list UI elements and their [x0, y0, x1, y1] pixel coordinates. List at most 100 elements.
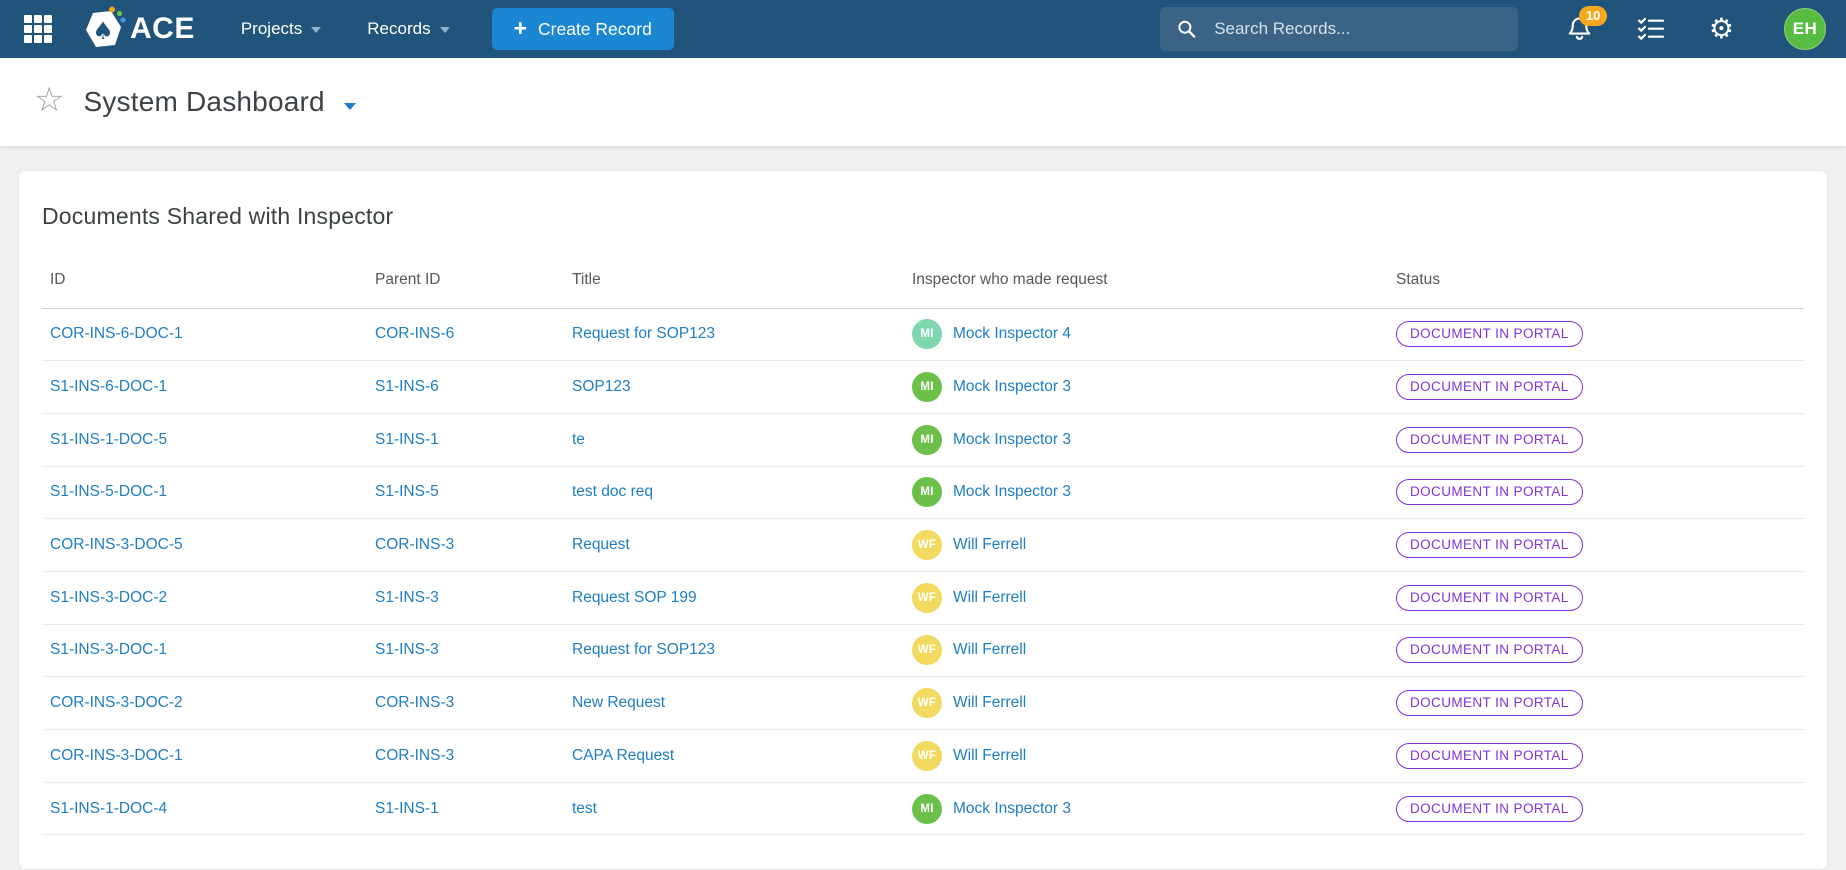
- main-area: Documents Shared with Inspector ID Paren…: [0, 146, 1846, 870]
- create-record-button[interactable]: + Create Record: [491, 8, 674, 50]
- brand-name: ACE: [130, 12, 195, 45]
- cell-status: DOCUMENT IN PORTAL: [1388, 413, 1804, 467]
- nav-menu-projects[interactable]: Projects: [241, 19, 322, 39]
- inspector-name-link[interactable]: Mock Inspector 3: [953, 799, 1072, 817]
- inspector-name-link[interactable]: Will Ferrell: [953, 694, 1027, 712]
- cell-title: test: [564, 782, 904, 836]
- cell-parent-id: S1-INS-1: [367, 782, 564, 836]
- record-id-link[interactable]: S1-INS-1-DOC-5: [50, 430, 168, 448]
- inspector-chip: WF Will Ferrell: [912, 635, 1380, 666]
- inspector-chip: WF Will Ferrell: [912, 530, 1380, 561]
- document-title-link[interactable]: test doc req: [572, 483, 653, 501]
- record-id-link[interactable]: S1-INS-3-DOC-1: [50, 641, 168, 659]
- cell-id: S1-INS-1-DOC-4: [42, 782, 367, 836]
- cell-parent-id: S1-INS-5: [367, 466, 564, 520]
- cell-id: S1-INS-6-DOC-1: [42, 360, 367, 414]
- inspector-avatar: MI: [912, 372, 942, 403]
- nav-menu-records[interactable]: Records: [367, 19, 450, 39]
- parent-id-link[interactable]: COR-INS-3: [375, 746, 455, 764]
- status-badge: DOCUMENT IN PORTAL: [1396, 426, 1583, 453]
- cell-title: Request for SOP123: [564, 308, 904, 362]
- checklist-icon: [1637, 17, 1664, 41]
- inspector-avatar: MI: [912, 319, 942, 350]
- column-header-inspector: Inspector who made request: [904, 252, 1388, 309]
- column-header-title: Title: [564, 252, 904, 309]
- cell-title: New Request: [564, 676, 904, 730]
- document-title-link[interactable]: SOP123: [572, 378, 631, 396]
- cell-id: S1-INS-1-DOC-5: [42, 413, 367, 467]
- inspector-chip: WF Will Ferrell: [912, 740, 1380, 771]
- favorite-star-icon[interactable]: ☆: [34, 81, 65, 119]
- record-id-link[interactable]: S1-INS-3-DOC-2: [50, 588, 168, 606]
- parent-id-link[interactable]: S1-INS-1: [375, 430, 439, 448]
- page-title: System Dashboard: [83, 86, 325, 117]
- ace-logo[interactable]: ♠ ACE: [80, 6, 195, 52]
- settings-button[interactable]: ⚙: [1709, 15, 1734, 43]
- record-id-link[interactable]: S1-INS-6-DOC-1: [50, 378, 168, 396]
- inspector-name-link[interactable]: Mock Inspector 3: [953, 430, 1072, 448]
- cell-inspector: WF Will Ferrell: [904, 624, 1388, 678]
- record-id-link[interactable]: COR-INS-6-DOC-1: [50, 325, 183, 343]
- inspector-avatar: MI: [912, 477, 942, 508]
- cell-status: DOCUMENT IN PORTAL: [1388, 624, 1804, 678]
- user-avatar[interactable]: EH: [1784, 8, 1826, 50]
- cell-id: S1-INS-3-DOC-2: [42, 571, 367, 625]
- parent-id-link[interactable]: S1-INS-3: [375, 588, 439, 606]
- parent-id-link[interactable]: S1-INS-1: [375, 799, 439, 817]
- dashboard-selector-caret-icon[interactable]: [343, 102, 356, 110]
- app-grid-icon[interactable]: [20, 11, 56, 47]
- record-id-link[interactable]: COR-INS-3-DOC-2: [50, 694, 183, 712]
- cell-parent-id: S1-INS-6: [367, 360, 564, 414]
- parent-id-link[interactable]: S1-INS-6: [375, 378, 439, 396]
- table-row: S1-INS-5-DOC-1 S1-INS-5 test doc req MI Mock…: [42, 466, 1804, 520]
- cell-id: S1-INS-3-DOC-1: [42, 624, 367, 678]
- parent-id-link[interactable]: COR-INS-3: [375, 536, 455, 554]
- inspector-name-link[interactable]: Mock Inspector 4: [953, 325, 1072, 343]
- documents-panel: Documents Shared with Inspector ID Paren…: [18, 170, 1828, 870]
- record-id-link[interactable]: S1-INS-5-DOC-1: [50, 483, 168, 501]
- column-header-parent-id: Parent ID: [367, 252, 564, 309]
- record-id-link[interactable]: S1-INS-1-DOC-4: [50, 799, 168, 817]
- cell-title: Request for SOP123: [564, 624, 904, 678]
- inspector-name-link[interactable]: Mock Inspector 3: [953, 378, 1072, 396]
- parent-id-link[interactable]: S1-INS-3: [375, 641, 439, 659]
- cell-parent-id: COR-INS-3: [367, 729, 564, 783]
- tasks-button[interactable]: [1637, 16, 1665, 42]
- document-title-link[interactable]: test: [572, 799, 597, 817]
- inspector-name-link[interactable]: Will Ferrell: [953, 746, 1027, 764]
- parent-id-link[interactable]: S1-INS-5: [375, 483, 439, 501]
- chevron-down-icon: [311, 27, 322, 33]
- cell-status: DOCUMENT IN PORTAL: [1388, 729, 1804, 783]
- notifications-button[interactable]: 10: [1566, 6, 1608, 43]
- cell-status: DOCUMENT IN PORTAL: [1388, 466, 1804, 520]
- document-title-link[interactable]: CAPA Request: [572, 746, 675, 764]
- table-row: COR-INS-3-DOC-2 COR-INS-3 New Request WF Wil…: [42, 676, 1804, 730]
- inspector-name-link[interactable]: Will Ferrell: [953, 641, 1027, 659]
- document-title-link[interactable]: Request SOP 199: [572, 588, 697, 606]
- cell-title: test doc req: [564, 466, 904, 520]
- parent-id-link[interactable]: COR-INS-6: [375, 325, 455, 343]
- inspector-name-link[interactable]: Will Ferrell: [953, 536, 1027, 554]
- nav-menu-records-label: Records: [367, 19, 431, 38]
- document-title-link[interactable]: Request: [572, 536, 630, 554]
- inspector-avatar: MI: [912, 793, 942, 824]
- search-icon: [1178, 20, 1196, 38]
- inspector-name-link[interactable]: Will Ferrell: [953, 588, 1027, 606]
- notification-count-badge: 10: [1578, 6, 1608, 27]
- cell-inspector: WF Will Ferrell: [904, 676, 1388, 730]
- record-id-link[interactable]: COR-INS-3-DOC-1: [50, 746, 183, 764]
- search-box: [1159, 7, 1518, 51]
- search-input[interactable]: [1212, 18, 1502, 40]
- inspector-name-link[interactable]: Mock Inspector 3: [953, 483, 1072, 501]
- document-title-link[interactable]: te: [572, 430, 585, 448]
- parent-id-link[interactable]: COR-INS-3: [375, 694, 455, 712]
- document-title-link[interactable]: Request for SOP123: [572, 641, 716, 659]
- document-title-link[interactable]: Request for SOP123: [572, 325, 716, 343]
- document-title-link[interactable]: New Request: [572, 694, 666, 712]
- record-id-link[interactable]: COR-INS-3-DOC-5: [50, 536, 183, 554]
- status-badge: DOCUMENT IN PORTAL: [1396, 374, 1583, 401]
- inspector-avatar: WF: [912, 530, 942, 561]
- grid-glyph: [24, 15, 52, 43]
- cell-id: S1-INS-5-DOC-1: [42, 466, 367, 520]
- inspector-avatar: WF: [912, 688, 942, 719]
